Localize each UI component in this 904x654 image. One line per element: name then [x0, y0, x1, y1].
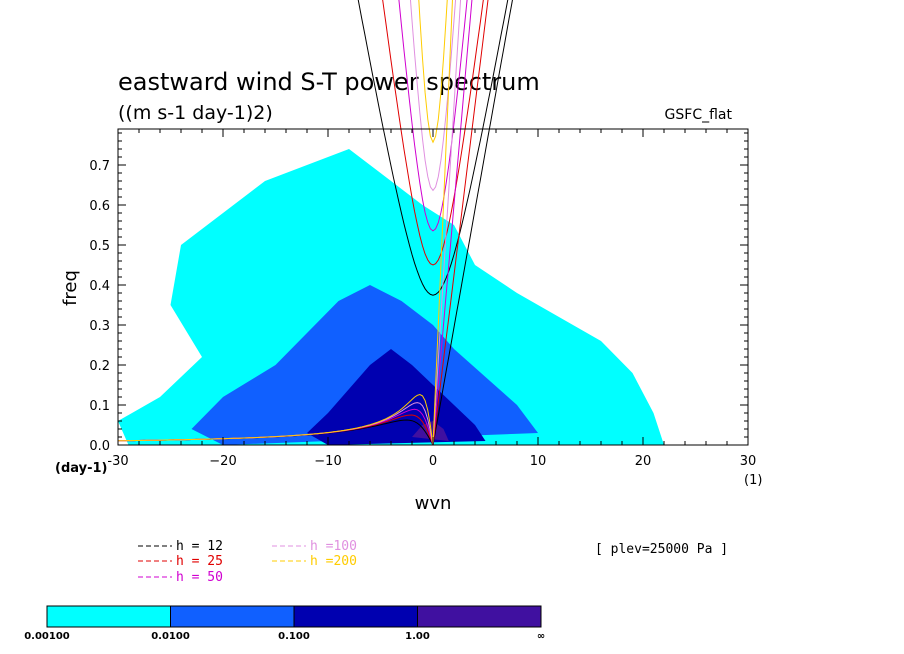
y-tick-label: 0.2	[89, 359, 110, 374]
x-tick-label: 10	[530, 454, 547, 469]
colorbar-label: 0.00100	[24, 631, 70, 642]
y-tick-label: 0.3	[89, 319, 110, 334]
colorbar-label: 0.0100	[151, 631, 190, 642]
legend-label: h =200	[310, 554, 357, 569]
curve-ig-h25	[382, 0, 484, 266]
chart-title: eastward wind S-T power spectrum	[118, 68, 540, 96]
colorbar-label: 0.100	[278, 631, 310, 642]
x-tick-label: 30	[740, 454, 757, 469]
x-tick-label: 0	[429, 454, 437, 469]
colorbar-swatch	[293, 605, 418, 628]
curve-kelvin-h25	[432, 0, 489, 445]
curve-ig-h12	[357, 0, 509, 296]
y-axis-label: freq	[60, 270, 81, 306]
legend-label: h = 50	[176, 570, 223, 585]
curve-rossby-h200	[117, 393, 434, 445]
plev-annotation: [ plev=25000 Pa ]	[595, 542, 728, 557]
y-unit-label: (day-1)	[55, 461, 107, 476]
x-tick-label: −20	[209, 454, 236, 469]
y-tick-label: 0.5	[89, 239, 110, 254]
x-tick-label: 20	[635, 454, 652, 469]
curve-kelvin-h12	[432, 0, 513, 445]
y-tick-label: 0.0	[89, 439, 110, 454]
colorbar-label: ∞	[537, 631, 545, 642]
y-tick-label: 0.7	[89, 159, 110, 174]
y-axis: 0.0 0.1 0.2 0.3 0.4 0.5 0.6 0.7	[89, 132, 748, 454]
legend-label: h = 12	[176, 539, 223, 554]
colorbar-swatch	[46, 605, 171, 628]
y-tick-label: 0.1	[89, 399, 110, 414]
colorbar-label: 1.00	[405, 631, 430, 642]
legend-label: h =100	[310, 539, 357, 554]
source-label: GSFC_flat	[665, 107, 733, 123]
y-tick-label: 0.6	[89, 199, 110, 214]
legend-label: h = 25	[176, 554, 223, 569]
dispersion-curves	[117, 0, 513, 445]
x-tick-label: -30	[107, 454, 128, 469]
colorbar: 0.00100 0.0100 0.100 1.00 ∞	[24, 605, 545, 642]
heatmap-region-2	[307, 349, 486, 445]
units-label: ((m s-1 day-1)2)	[118, 102, 273, 124]
y-tick-label: 0.4	[89, 279, 110, 294]
curve-ig-h200	[418, 0, 448, 144]
curve-ig-h100	[409, 0, 457, 192]
x-unit-label: (1)	[744, 473, 762, 488]
x-axis: -30 −20 −10 0 10 20 30	[107, 129, 756, 469]
heatmap-layer	[118, 149, 664, 445]
colorbar-swatch	[417, 605, 542, 628]
x-tick-label: −10	[314, 454, 341, 469]
colorbar-swatch	[170, 605, 295, 628]
x-axis-label: wvn	[415, 493, 452, 514]
curve-ig-h50	[398, 0, 468, 232]
